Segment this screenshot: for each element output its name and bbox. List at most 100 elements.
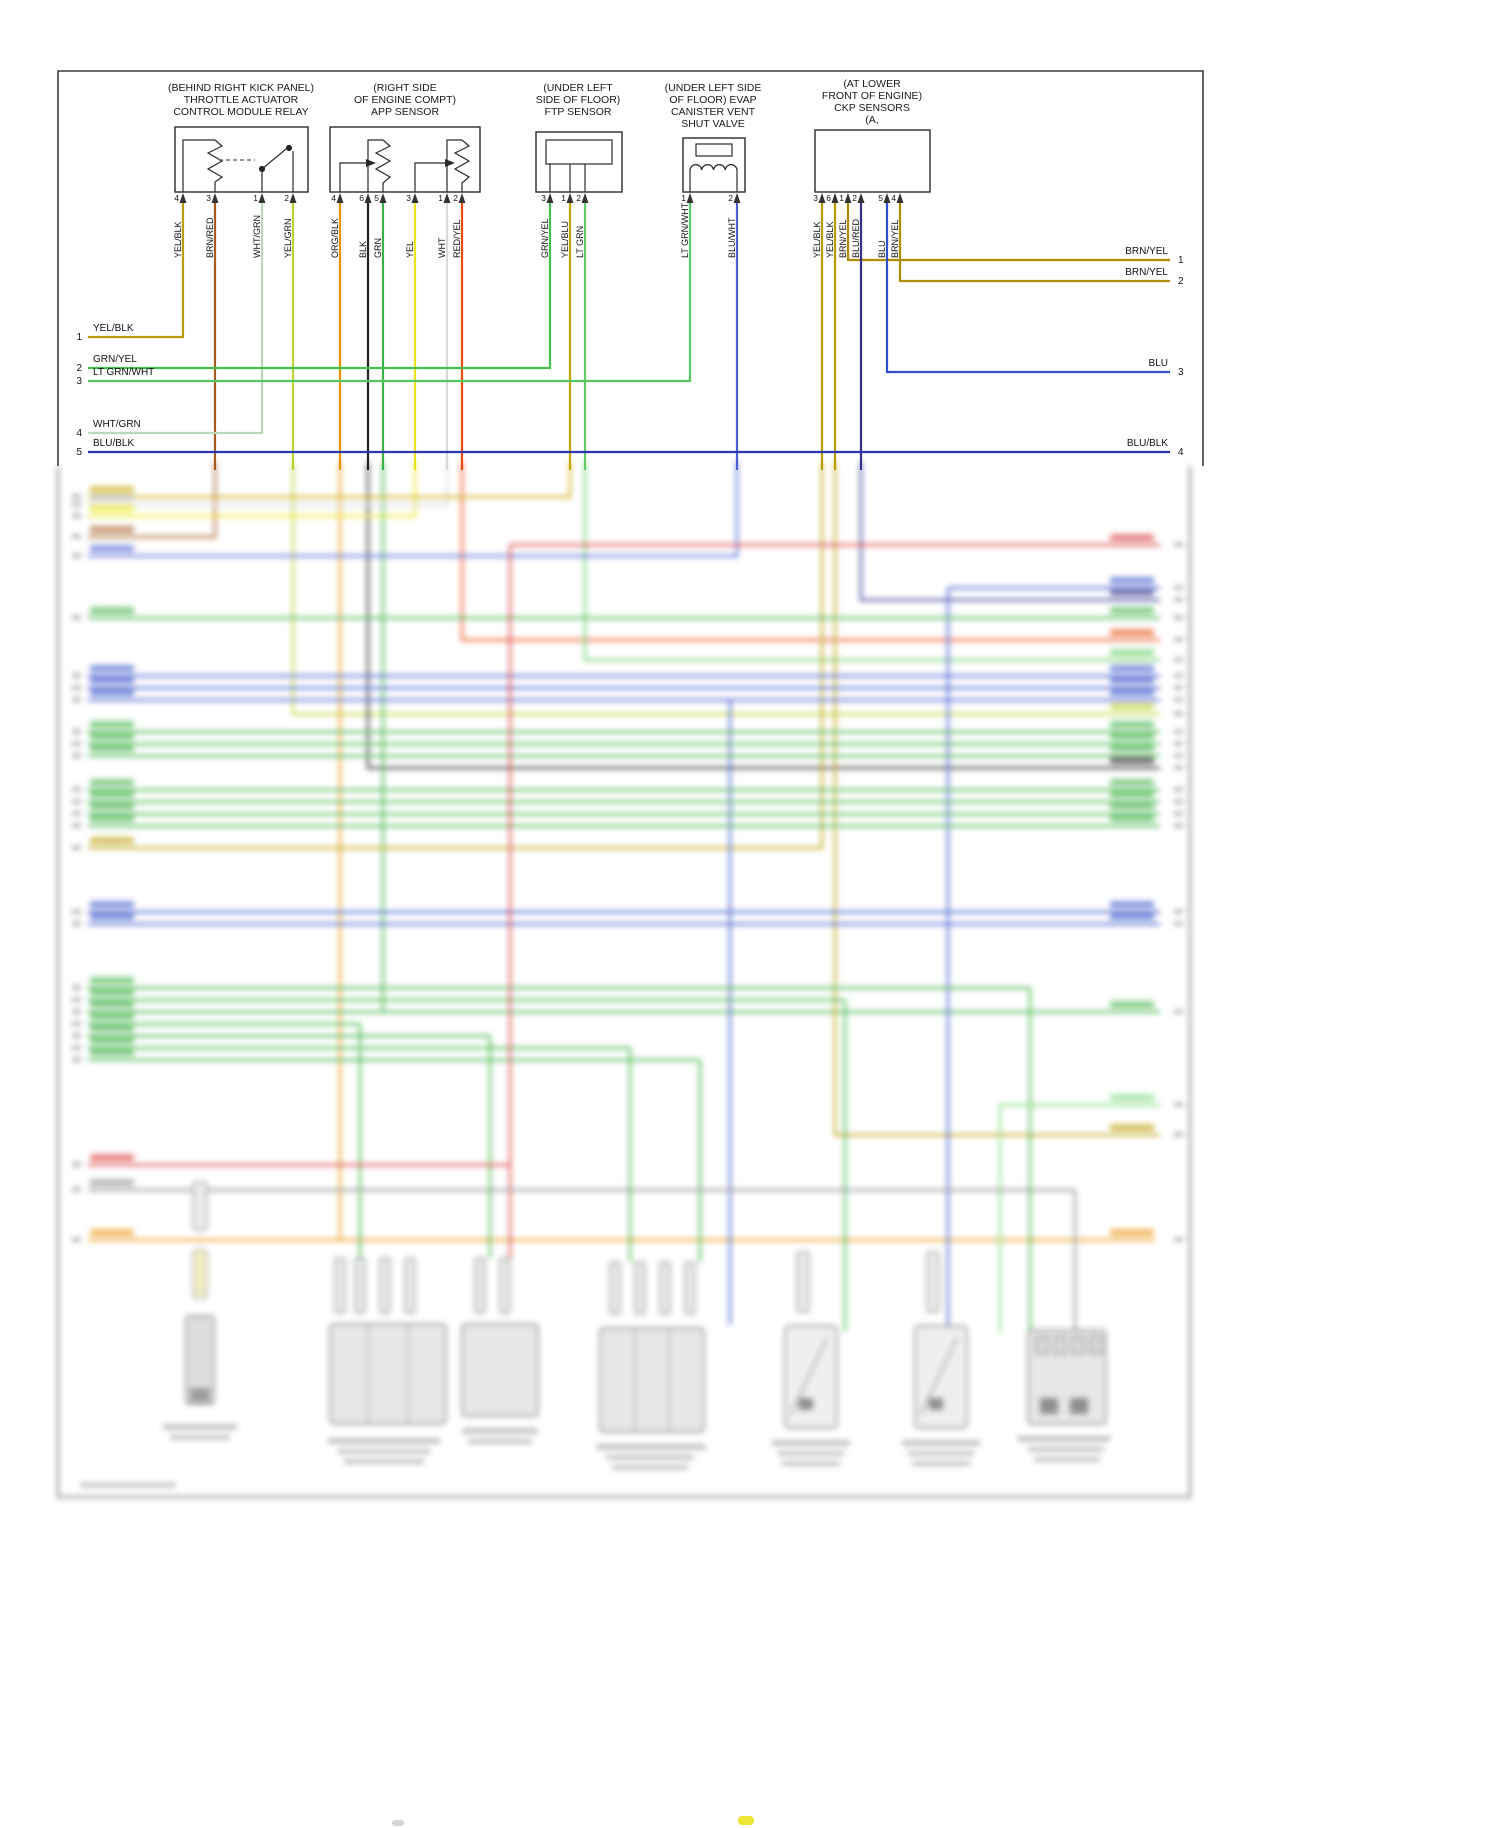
- right-circuit-label: BRN/YEL: [1125, 267, 1168, 278]
- ftp-sensor-box: [535, 131, 623, 193]
- ftp-wire-label: LT GRN: [575, 226, 585, 258]
- ckp-location-line: (AT LOWER: [843, 78, 901, 90]
- evap-pin-number: 2: [728, 193, 733, 203]
- ckp-wire-label: YEL/BLK: [825, 221, 835, 258]
- evap-location-line: OF FLOOR) EVAP: [669, 94, 756, 106]
- ckp-pin-number: 5: [878, 193, 883, 203]
- connector-group-1: [163, 1181, 237, 1440]
- ftp-location-line: FTP SENSOR: [545, 106, 612, 118]
- ckp-sensors-component: (AT LOWER FRONT OF ENGINE) CKP SENSORS (…: [812, 78, 931, 258]
- right-circuit-number: 3: [1178, 367, 1184, 378]
- right-circuit-label: BLU/BLK: [1127, 438, 1168, 449]
- app-sensor-box: [329, 126, 481, 193]
- left-circuit-label: WHT/GRN: [93, 419, 141, 430]
- relay-location-line: (BEHIND RIGHT KICK PANEL): [168, 82, 314, 94]
- app-wire-label: RED/YEL: [452, 219, 462, 258]
- blurred-connectors: [80, 1181, 1110, 1488]
- right-circuit-label: BRN/YEL: [1125, 246, 1168, 257]
- diagram-frame: [57, 70, 1204, 466]
- blurred-left-labels: [72, 486, 134, 1242]
- wire-blu: [885, 203, 1170, 374]
- app-sensor-component: (RIGHT SIDE OF ENGINE COMPT) APP SENSOR …: [329, 82, 481, 258]
- ftp-wire-label: GRN/YEL: [540, 218, 550, 258]
- wire-brn-yel-1: [846, 203, 1170, 262]
- connector-group-4: [596, 1261, 706, 1470]
- ftp-sensor-component: (UNDER LEFT SIDE OF FLOOR) FTP SENSOR 3 …: [535, 82, 623, 258]
- ckp-pin-number: 6: [826, 193, 831, 203]
- app-wire-label: ORG/BLK: [330, 218, 340, 258]
- relay-wire-label: WHT/GRN: [252, 215, 262, 258]
- ckp-wire-label: BLU/RED: [851, 218, 861, 258]
- app-pin-number: 4: [331, 193, 336, 203]
- ftp-location-line: (UNDER LEFT: [543, 82, 613, 94]
- left-circuit-number: 2: [76, 363, 82, 374]
- connector-group-5: [772, 1251, 850, 1466]
- relay-location-line: CONTROL MODULE RELAY: [173, 106, 308, 118]
- ftp-pin-number: 2: [576, 193, 581, 203]
- app-location-line: APP SENSOR: [371, 106, 439, 118]
- app-location-line: OF ENGINE COMPT): [354, 94, 456, 106]
- ckp-wire-label: BRN/YEL: [838, 219, 848, 258]
- evap-location-line: CANISTER VENT: [671, 106, 756, 118]
- connector-group-7: [1018, 1329, 1110, 1462]
- ckp-pin-number: 1: [839, 193, 844, 203]
- blurred-right-labels: [1110, 534, 1183, 1242]
- blurred-footer-text: [80, 1482, 176, 1488]
- relay-location-line: THROTTLE ACTUATOR: [184, 94, 299, 106]
- wire-wht-grn: [88, 203, 264, 435]
- left-circuit-label: LT GRN/WHT: [93, 367, 154, 378]
- ckp-pin-number: 4: [891, 193, 896, 203]
- relay-pin-number: 1: [253, 193, 258, 203]
- wire-brn-yel-2: [898, 203, 1170, 283]
- left-circuit-label: BLU/BLK: [93, 438, 134, 449]
- relay-pin-number: 2: [284, 193, 289, 203]
- evap-wire-label: BLU/WHT: [727, 217, 737, 258]
- circuit-wires: [88, 203, 1170, 470]
- relay-pin-number: 3: [206, 193, 211, 203]
- relay-box: [174, 126, 309, 193]
- left-circuit-label: YEL/BLK: [93, 323, 134, 334]
- ftp-pin-number: 3: [541, 193, 546, 203]
- evap-valve-component: (UNDER LEFT SIDE OF FLOOR) EVAP CANISTER…: [665, 82, 762, 258]
- left-circuit-labels: 1 YEL/BLK 2 GRN/YEL 3 LT GRN/WHT 4 WHT/G…: [76, 323, 154, 458]
- relay-coil-symbol: [182, 139, 255, 192]
- evap-location-line: (UNDER LEFT SIDE: [665, 82, 762, 94]
- evap-valve-box: [682, 137, 746, 193]
- evap-pin-number: 1: [681, 193, 686, 203]
- ckp-pin-number: 3: [813, 193, 818, 203]
- left-circuit-number: 1: [76, 332, 82, 343]
- ftp-wire-label: YEL/BLU: [560, 221, 570, 258]
- relay-wire-label: YEL/GRN: [283, 218, 293, 258]
- relay-wire-label: YEL/BLK: [173, 221, 183, 258]
- right-circuit-number: 4: [1178, 447, 1184, 458]
- ckp-location-line: (A,: [865, 114, 878, 126]
- blurred-frame: [57, 466, 1191, 1498]
- ckp-sensors-box: [814, 129, 931, 193]
- left-circuit-number: 3: [76, 376, 82, 387]
- connector-group-6: [902, 1251, 980, 1466]
- ftp-inner-symbol: [545, 139, 613, 192]
- app-pin-number: 5: [374, 193, 379, 203]
- relay-switch-symbol: [258, 144, 294, 192]
- ckp-location-line: FRONT OF ENGINE): [822, 90, 922, 102]
- ftp-location-line: SIDE OF FLOOR): [536, 94, 621, 106]
- app-wire-label: GRN: [373, 238, 383, 258]
- relay-wire-label: BRN/RED: [205, 217, 215, 258]
- wire-grn-yel: [88, 203, 552, 370]
- right-circuit-label: BLU: [1149, 358, 1168, 369]
- evap-wire-label: LT GRN/WHT: [680, 202, 690, 258]
- right-circuit-number: 2: [1178, 276, 1184, 287]
- app-wire-label: WHT: [437, 237, 447, 258]
- app-pin-number: 1: [438, 193, 443, 203]
- app-wire-label: BLK: [358, 241, 368, 258]
- ckp-wire-label: BRN/YEL: [890, 219, 900, 258]
- ckp-location-line: CKP SENSORS: [834, 102, 910, 114]
- app-wire-label: YEL: [405, 241, 415, 258]
- app-pin-number: 6: [359, 193, 364, 203]
- app-pin-number: 2: [453, 193, 458, 203]
- relay-component: (BEHIND RIGHT KICK PANEL) THROTTLE ACTUA…: [168, 82, 314, 258]
- relay-pin-number: 4: [174, 193, 179, 203]
- evap-solenoid-symbol: [689, 143, 738, 192]
